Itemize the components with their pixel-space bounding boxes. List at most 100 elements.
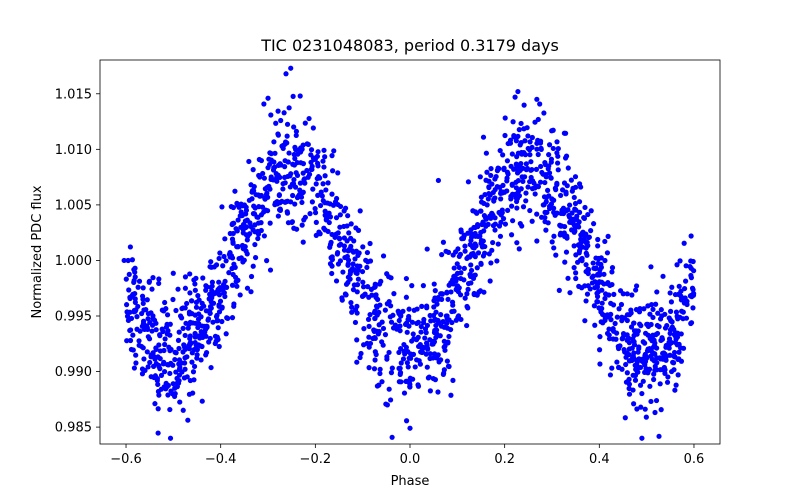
data-point bbox=[639, 435, 645, 441]
data-point bbox=[622, 415, 628, 421]
data-point bbox=[228, 204, 234, 210]
data-point bbox=[404, 329, 410, 335]
y-tick-label: 0.995 bbox=[55, 310, 92, 325]
data-point bbox=[444, 290, 450, 296]
data-point bbox=[136, 338, 142, 344]
data-point bbox=[448, 392, 454, 398]
data-point bbox=[127, 337, 134, 344]
data-point bbox=[418, 329, 424, 335]
data-point bbox=[554, 150, 560, 156]
data-point bbox=[688, 275, 695, 281]
data-point bbox=[237, 213, 243, 219]
data-point bbox=[464, 303, 470, 310]
data-point bbox=[534, 238, 540, 244]
data-point bbox=[365, 316, 372, 322]
data-point bbox=[295, 151, 301, 157]
data-point bbox=[261, 209, 267, 215]
data-point bbox=[640, 378, 646, 384]
data-point bbox=[315, 192, 321, 198]
data-point bbox=[524, 165, 531, 172]
data-point bbox=[650, 306, 656, 312]
data-point bbox=[458, 275, 464, 282]
data-point bbox=[135, 303, 141, 310]
data-point bbox=[535, 116, 541, 123]
data-point bbox=[165, 362, 172, 368]
data-point bbox=[468, 262, 474, 268]
data-point bbox=[419, 349, 426, 355]
data-point bbox=[203, 352, 209, 358]
data-point bbox=[514, 154, 520, 160]
data-point bbox=[645, 370, 651, 376]
data-point bbox=[352, 319, 359, 326]
data-point bbox=[488, 165, 494, 172]
data-point bbox=[500, 182, 506, 188]
data-point bbox=[616, 306, 622, 312]
data-point bbox=[139, 371, 146, 377]
data-point bbox=[433, 334, 439, 341]
data-point bbox=[495, 241, 501, 247]
data-point bbox=[145, 334, 151, 340]
data-point bbox=[528, 159, 534, 165]
data-point bbox=[321, 225, 327, 231]
data-point bbox=[664, 379, 671, 385]
data-point bbox=[160, 328, 166, 335]
data-point bbox=[410, 376, 416, 382]
data-point bbox=[217, 250, 223, 256]
data-point bbox=[445, 363, 452, 369]
data-point bbox=[283, 71, 289, 77]
data-point bbox=[148, 374, 154, 380]
data-point bbox=[174, 384, 180, 390]
data-point bbox=[300, 161, 307, 167]
data-point bbox=[520, 204, 527, 210]
data-point bbox=[643, 330, 649, 336]
data-point bbox=[652, 409, 658, 416]
data-point bbox=[216, 303, 222, 309]
data-point bbox=[569, 188, 575, 194]
data-point bbox=[331, 148, 337, 154]
data-point bbox=[219, 204, 225, 210]
data-point bbox=[626, 391, 633, 397]
data-point bbox=[620, 335, 626, 341]
data-point bbox=[529, 134, 535, 141]
data-point bbox=[263, 191, 270, 198]
data-point bbox=[567, 290, 573, 296]
data-point bbox=[409, 319, 416, 325]
data-point bbox=[377, 366, 383, 372]
x-tick-label: −0.6 bbox=[110, 452, 142, 467]
data-point bbox=[552, 212, 558, 218]
data-point bbox=[187, 377, 194, 384]
data-point bbox=[267, 267, 274, 273]
data-point bbox=[265, 95, 271, 101]
data-point bbox=[174, 380, 181, 386]
data-point bbox=[505, 207, 511, 213]
data-point bbox=[475, 250, 482, 256]
data-point bbox=[606, 292, 612, 298]
data-point bbox=[565, 275, 571, 281]
data-point bbox=[312, 156, 318, 162]
data-point bbox=[610, 327, 616, 333]
data-point bbox=[366, 334, 372, 340]
data-point bbox=[345, 213, 351, 219]
data-point bbox=[439, 296, 445, 302]
data-point bbox=[590, 273, 596, 279]
data-point bbox=[235, 217, 241, 223]
data-point bbox=[658, 337, 664, 344]
data-point bbox=[674, 262, 680, 268]
data-point bbox=[206, 339, 212, 345]
data-point bbox=[485, 196, 491, 202]
data-point bbox=[595, 256, 602, 262]
data-point bbox=[595, 236, 601, 243]
data-point bbox=[209, 279, 215, 285]
data-point bbox=[406, 355, 412, 361]
data-point bbox=[541, 202, 547, 208]
data-point bbox=[505, 171, 511, 177]
data-point bbox=[293, 128, 300, 135]
data-point bbox=[147, 359, 153, 366]
data-point bbox=[209, 283, 215, 289]
data-point bbox=[309, 199, 315, 205]
data-point bbox=[628, 307, 634, 313]
data-point bbox=[690, 305, 696, 311]
data-point bbox=[448, 289, 454, 295]
data-point bbox=[424, 345, 431, 351]
data-point bbox=[569, 227, 575, 233]
